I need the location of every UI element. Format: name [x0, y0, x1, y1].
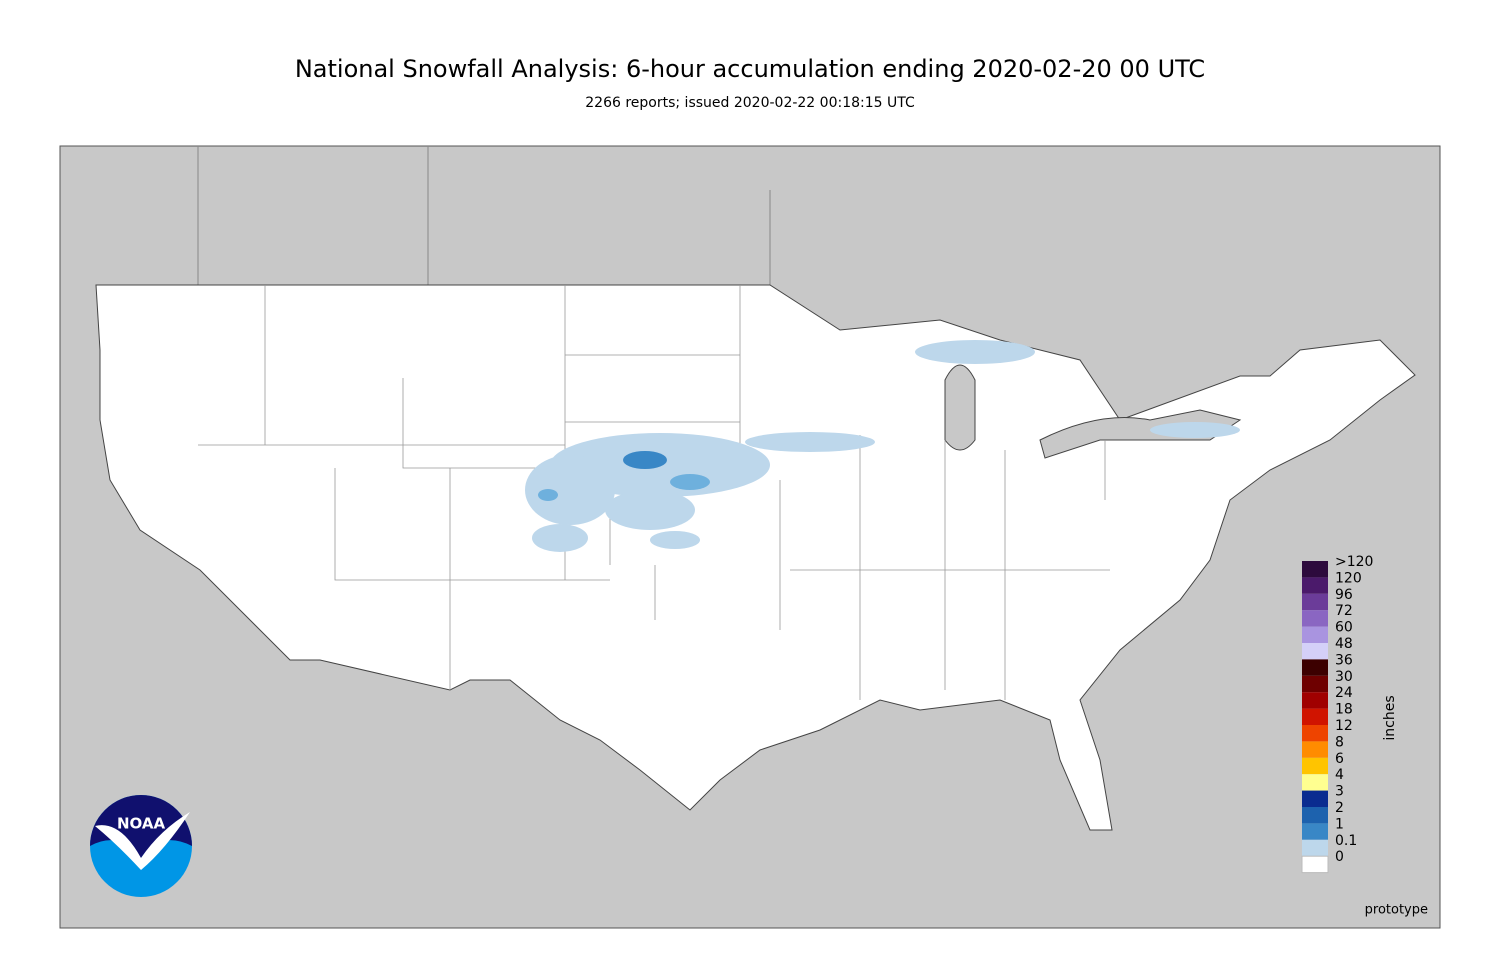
legend-swatch: [1301, 855, 1329, 874]
legend-label: 0.1: [1335, 833, 1357, 849]
legend-label: 6: [1335, 751, 1344, 767]
legend-label: 24: [1335, 685, 1353, 701]
legend-swatch: [1302, 741, 1328, 758]
legend-label: 96: [1335, 587, 1353, 603]
legend-label: 18: [1335, 702, 1353, 718]
legend-label: 8: [1335, 734, 1344, 750]
legend-swatch: [1302, 610, 1328, 627]
snowfall: [525, 340, 1240, 552]
usa: [95, 284, 1416, 831]
legend-label: 1: [1335, 816, 1344, 832]
legend-swatch: [1302, 692, 1328, 709]
legend-swatch: [1302, 807, 1328, 824]
legend-swatch: [1302, 675, 1328, 693]
legend-swatch: [1302, 626, 1328, 643]
state-lines: [198, 285, 1110, 700]
legend-label: 2: [1335, 800, 1344, 816]
legend-swatch: [1302, 577, 1328, 594]
legend-label: 36: [1335, 652, 1353, 668]
title: National Snowfall Analysis: 6-hour accum…: [295, 55, 1205, 83]
legend-swatch: [1302, 593, 1328, 611]
subtitle: 2266 reports; issued 2020-02-22 00:18:15…: [585, 95, 915, 111]
legend-label: 48: [1335, 636, 1353, 652]
legend-label: 0: [1335, 849, 1344, 865]
legend-swatch: [1302, 725, 1328, 742]
logo: NOAA: [90, 795, 192, 897]
legend-label: 4: [1335, 767, 1344, 783]
legend-swatch: [1302, 708, 1328, 725]
legend-label: 30: [1335, 669, 1353, 685]
legend-swatch: [1302, 659, 1328, 676]
legend-label: 72: [1335, 603, 1353, 619]
legend-label: >120: [1335, 554, 1373, 570]
legend-swatch: [1302, 561, 1328, 578]
legend-swatch: [1302, 757, 1328, 775]
legend-swatch: [1302, 839, 1328, 857]
legend-label: 3: [1335, 784, 1344, 800]
logo-text: NOAA: [117, 815, 166, 833]
legend-swatch: [1302, 774, 1328, 791]
legend-swatch: [1302, 823, 1328, 840]
legend-label: 120: [1335, 570, 1362, 586]
legend-label: 12: [1335, 718, 1353, 734]
legend-swatch: [1302, 790, 1328, 807]
legend-swatch: [1302, 643, 1328, 660]
legend-unit: inches: [1382, 695, 1398, 740]
legend-label: 60: [1335, 620, 1353, 636]
lake-michigan: [944, 364, 976, 451]
note: prototype: [1365, 903, 1428, 918]
